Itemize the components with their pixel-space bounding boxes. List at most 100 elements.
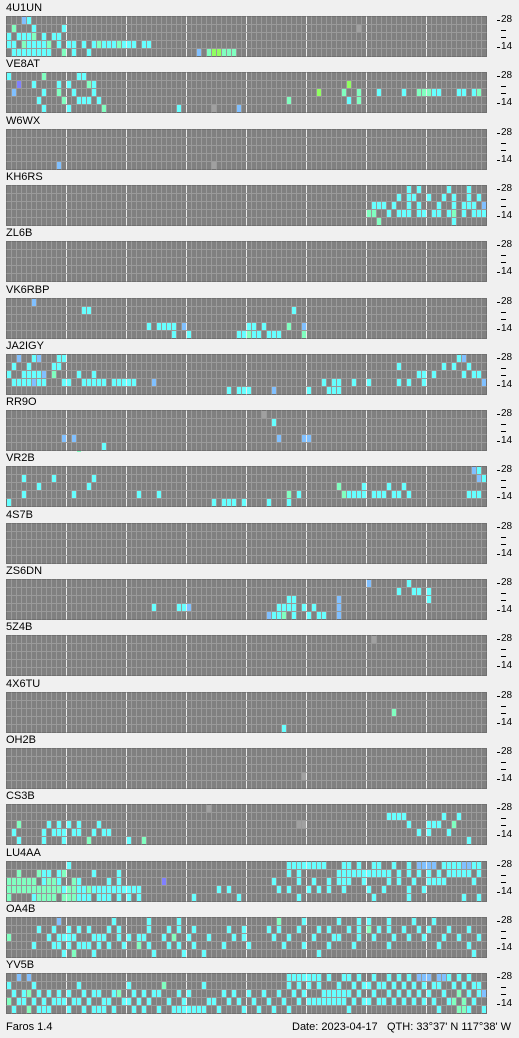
- signal-cell: [222, 499, 226, 507]
- signal-cell: [32, 298, 36, 306]
- signal-cell: [47, 877, 51, 885]
- scale-dash: [501, 142, 506, 144]
- scale-top-label: 28: [501, 295, 513, 307]
- signal-cell: [52, 893, 56, 901]
- signal-cell: [317, 998, 321, 1006]
- signal-cell: [372, 990, 376, 998]
- signal-cell: [337, 877, 341, 885]
- signal-cell: [292, 990, 296, 998]
- signal-cell: [187, 330, 191, 338]
- scale-bottom-label: 14: [501, 378, 513, 390]
- signal-cell: [82, 73, 86, 81]
- signal-cell: [207, 998, 211, 1006]
- signal-cell: [67, 861, 71, 869]
- signal-cell: [362, 998, 366, 1006]
- scale-tick: [497, 639, 500, 641]
- signal-cell: [347, 491, 351, 499]
- scale-bottom-label: 14: [501, 829, 513, 841]
- signal-cell: [102, 1006, 106, 1014]
- signal-cell: [357, 25, 361, 32]
- signal-cell: [92, 933, 96, 941]
- signal-cell: [67, 893, 71, 901]
- signal-cell: [367, 869, 371, 877]
- signal-cell: [147, 322, 151, 330]
- signal-cell: [462, 201, 466, 209]
- signal-cell: [457, 861, 461, 869]
- signal-cell: [327, 974, 331, 982]
- signal-cell: [197, 49, 201, 56]
- signal-cell: [52, 877, 56, 885]
- beacon-grid: [6, 184, 487, 226]
- band-scale: 28 14: [497, 296, 519, 338]
- signal-cell: [37, 990, 41, 998]
- signal-cell: [342, 877, 346, 885]
- beacon-panel: 5Z4B 28 14: [0, 621, 519, 677]
- scale-tick: [497, 215, 500, 217]
- signal-cell: [42, 877, 46, 885]
- signal-cell: [57, 161, 61, 169]
- signal-cell: [437, 974, 441, 982]
- signal-cell: [422, 982, 426, 990]
- signal-cell: [472, 998, 476, 1006]
- signal-cell: [72, 893, 76, 901]
- signal-cell: [357, 89, 361, 97]
- scale-top-label: 28: [501, 802, 513, 814]
- signal-cell: [32, 81, 36, 89]
- signal-cell: [67, 885, 71, 893]
- signal-cell: [92, 829, 96, 837]
- signal-cell: [272, 1006, 276, 1014]
- scale-tick: [497, 695, 500, 697]
- beacon-grid: [6, 72, 487, 114]
- signal-cell: [442, 362, 446, 370]
- signal-cell: [202, 982, 206, 990]
- signal-cell: [297, 491, 301, 499]
- signal-cell: [407, 821, 411, 829]
- signal-cell: [452, 217, 456, 225]
- signal-cell: [62, 949, 66, 957]
- signal-cell: [342, 974, 346, 982]
- signal-cell: [182, 322, 186, 330]
- signal-cell: [192, 925, 196, 933]
- signal-cell: [22, 990, 26, 998]
- signal-cell: [302, 772, 306, 780]
- signal-cell: [72, 933, 76, 941]
- signal-cell: [152, 990, 156, 998]
- signal-cell: [467, 837, 471, 845]
- signal-cell: [472, 201, 476, 209]
- beacon-grid: [6, 860, 487, 902]
- signal-cell: [27, 370, 31, 378]
- signal-cell: [397, 974, 401, 982]
- beacon-panel: JA2IGY 28 14: [0, 340, 519, 396]
- signal-cell: [62, 869, 66, 877]
- signal-cell: [122, 941, 126, 949]
- signal-cell: [367, 998, 371, 1006]
- scale-dash: [501, 712, 506, 714]
- signal-cell: [232, 499, 236, 507]
- scale-bottom-label: 14: [501, 772, 513, 784]
- signal-cell: [212, 49, 216, 56]
- signal-cell: [42, 105, 46, 113]
- scale-bottom-label: 14: [501, 716, 513, 728]
- signal-cell: [287, 933, 291, 941]
- signal-cell: [302, 435, 306, 443]
- signal-cell: [87, 837, 91, 845]
- signal-cell: [127, 998, 131, 1006]
- signal-cell: [282, 998, 286, 1006]
- signal-cell: [12, 49, 16, 56]
- signal-cell: [52, 998, 56, 1006]
- signal-cell: [17, 354, 21, 362]
- signal-cell: [347, 861, 351, 869]
- signal-cell: [317, 949, 321, 957]
- signal-cell: [257, 1006, 261, 1014]
- signal-cell: [237, 998, 241, 1006]
- signal-cell: [472, 491, 476, 499]
- signal-cell: [92, 378, 96, 386]
- beacon-callsign: OH2B: [6, 733, 36, 746]
- signal-cell: [402, 89, 406, 97]
- signal-cell: [87, 306, 91, 314]
- signal-cell: [407, 378, 411, 386]
- signal-cell: [317, 974, 321, 982]
- signal-cell: [407, 933, 411, 941]
- signal-cell: [407, 491, 411, 499]
- beacon-callsign: RR9O: [6, 396, 37, 409]
